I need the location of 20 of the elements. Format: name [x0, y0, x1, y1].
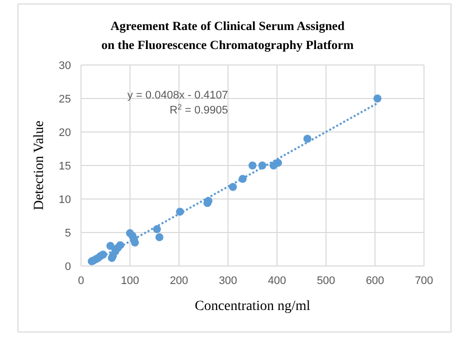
- y-tick-label: 5: [64, 228, 71, 240]
- x-tick-label: 100: [120, 275, 140, 287]
- x-tick-label: 200: [170, 275, 188, 287]
- y-axis-title: Detection Value: [32, 120, 47, 210]
- y-tick-label: 30: [58, 60, 71, 72]
- y-tick-label: 15: [58, 160, 71, 172]
- y-tick-label: 10: [58, 194, 71, 206]
- annotation: y = 0.0408x - 0.4107: [127, 90, 228, 102]
- chart-title: Agreement Rate of Clinical Serum Assigned on the Fluorescence Chromatography Platform: [101, 19, 354, 52]
- x-tick-label: 700: [414, 275, 434, 287]
- x-tick-label: 300: [218, 275, 238, 287]
- annotation: R$^{2}$ = 0.9905: [170, 102, 228, 116]
- y-tick-label: 0: [64, 261, 71, 273]
- x-tick-label: 400: [268, 275, 286, 287]
- x-tick-label: 500: [316, 275, 336, 287]
- y-tick-label: 20: [58, 127, 71, 139]
- x-axis-title: Concentration ng/ml: [194, 299, 310, 314]
- y-tick-label: 25: [58, 94, 71, 106]
- x-tick-label: 600: [366, 275, 384, 287]
- x-tick-label: 0: [78, 275, 84, 287]
